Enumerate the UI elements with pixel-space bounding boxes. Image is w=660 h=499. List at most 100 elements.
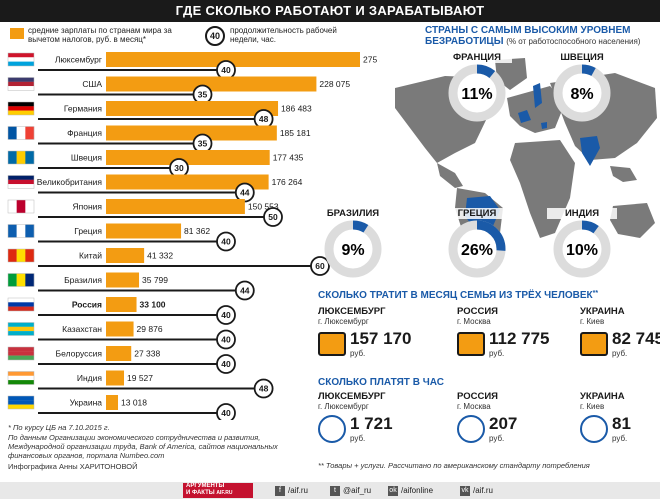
- spending-value-row: 157 170 руб.: [318, 329, 448, 358]
- hours-value-label: 44: [240, 286, 250, 296]
- hours-value-label: 40: [221, 408, 231, 418]
- twitter-icon: t: [330, 486, 340, 496]
- social-twitter[interactable]: t @aif_ru: [330, 486, 371, 496]
- donut-arc: [553, 220, 611, 278]
- salary-value-label: 185 181: [280, 128, 311, 138]
- category-label: Украина: [70, 398, 103, 408]
- donut-chart: 10%: [553, 220, 611, 278]
- rate-note: * По курсу ЦБ на 7.10.2015 г.: [8, 423, 110, 432]
- spending-item: УКРАИНА г. Киев 82 745 руб.: [580, 306, 660, 358]
- salary-value-label: 176 264: [272, 177, 303, 187]
- flag-stripe: [8, 326, 34, 332]
- flag-stripe: [8, 302, 34, 307]
- flag-stripe: [8, 351, 34, 356]
- flag-stripe: [8, 298, 34, 303]
- map-highlight-india: [580, 136, 600, 166]
- donut-arc: [448, 220, 506, 278]
- wallet-icon: [457, 331, 485, 356]
- flag-border: [7, 150, 35, 165]
- flag-stripe: [8, 355, 34, 360]
- flag-stripe: [8, 322, 34, 327]
- hourly-item: УКРАИНА г. Киев 81 руб.: [580, 391, 660, 443]
- salary-bar: [106, 395, 119, 410]
- unemployment-title: СТРАНЫ С САМЫМ ВЫСОКИМ УРОВНЕМ БЕЗРАБОТИ…: [425, 25, 655, 47]
- social-ok[interactable]: ok/aifonline: [388, 486, 433, 496]
- salary-bar: [106, 150, 270, 165]
- flag-stripe: [8, 347, 34, 352]
- flag-stripe: [8, 396, 34, 401]
- author-note: Инфографика Анны ХАРИТОНОВОЙ: [8, 462, 138, 471]
- flag-stripe: [16, 249, 26, 262]
- donut-value: 9%: [341, 242, 364, 259]
- flag-stripe: [8, 86, 34, 91]
- salary-bar: [106, 272, 140, 288]
- donut-arc: [324, 220, 382, 278]
- salary-value-label: 33 100: [140, 300, 166, 310]
- flag-border: [7, 224, 35, 238]
- category-label: Бразилия: [64, 275, 102, 285]
- spending-title-text: СКОЛЬКО ТРАТИТ В МЕСЯЦ СЕМЬЯ ИЗ ТРЁХ ЧЕЛ…: [318, 290, 593, 301]
- map-se-asia: [610, 166, 637, 182]
- flag-stripe: [25, 249, 35, 262]
- flag-stripe: [25, 151, 35, 164]
- hourly-city: г. Киев: [580, 402, 605, 411]
- vk-icon: vk: [460, 486, 470, 496]
- flag-stripe: [8, 175, 34, 180]
- spending-city: г. Люксембург: [318, 317, 369, 326]
- donut-value: 8%: [570, 86, 593, 103]
- salary-bar: [106, 125, 277, 141]
- odnoklassniki-icon: ok: [388, 486, 398, 496]
- unemployment-title-text: СТРАНЫ С САМЫМ ВЫСОКИМ УРОВНЕМ БЕЗРАБОТИ…: [425, 25, 631, 47]
- flag-border: [7, 175, 35, 189]
- flag-stripe: [8, 200, 17, 213]
- salary-value-label: 27 338: [134, 349, 160, 359]
- donut-country-label: БРАЗИЛИЯ: [318, 208, 388, 219]
- salary-bar: [106, 370, 125, 386]
- world-map: [395, 58, 657, 273]
- donut-3: ГРЕЦИЯ 26%: [442, 208, 512, 284]
- map-australia: [610, 203, 655, 238]
- page-title: ГДЕ СКОЛЬКО РАБОТАЮТ И ЗАРАБАТЫВАЮТ: [0, 0, 660, 22]
- flag-stripe: [8, 400, 34, 405]
- hourly-unit: руб.: [612, 434, 628, 443]
- hourly-title: СКОЛЬКО ПЛАТЯТ В ЧАС: [318, 377, 444, 388]
- spending-value: 112 775: [489, 329, 550, 348]
- social-vk[interactable]: vk/aif.ru: [460, 486, 493, 496]
- flag-border: [7, 248, 35, 263]
- aif-logo[interactable]: АРГУМЕНТЫ И ФАКТЫ AIF.RU: [183, 483, 253, 498]
- social-facebook[interactable]: f/aif.ru: [275, 486, 308, 496]
- category-label: Китай: [79, 251, 102, 261]
- salary-value-label: 19 527: [127, 373, 153, 383]
- map-highlight-france: [518, 110, 531, 123]
- goods-note: ** Товары + услуги. Рассчитано по америк…: [318, 461, 590, 470]
- flag-stripe: [25, 126, 35, 140]
- spending-city: г. Москва: [457, 317, 491, 326]
- donut-country-label: ШВЕЦИЯ: [547, 52, 617, 63]
- legend-hours-badge: 40: [205, 26, 225, 46]
- hourly-value: 1 721: [350, 414, 393, 433]
- hours-marker: [234, 280, 255, 301]
- salary-value-label: 275 330: [363, 55, 380, 65]
- salary-value-label: 81 362: [184, 226, 210, 236]
- flag-border: [7, 199, 35, 214]
- hourly-country: УКРАИНА: [580, 391, 625, 402]
- hourly-city: г. Москва: [457, 402, 491, 411]
- donut-chart: 8%: [553, 64, 611, 122]
- hours-value-label: 40: [221, 335, 231, 345]
- footer: АРГУМЕНТЫ И ФАКТЫ AIF.RU f/aif.ru t @aif_…: [0, 482, 660, 499]
- hourly-value-row: 207 руб.: [457, 414, 587, 443]
- wallet-icon: [318, 331, 346, 356]
- category-label: Германия: [64, 104, 103, 114]
- salary-bar: [106, 248, 145, 263]
- flag-stripe: [8, 61, 34, 66]
- hourly-item: РОССИЯ г. Москва 207 руб.: [457, 391, 587, 443]
- donut-country-label: ФРАНЦИЯ: [442, 52, 512, 63]
- flag-stripe: [16, 200, 26, 213]
- flag-border: [7, 101, 35, 116]
- donut-arc: [553, 64, 611, 122]
- spending-value: 82 745: [612, 329, 660, 348]
- legend-hours-text: продолжительность рабочей недели, час.: [230, 26, 337, 44]
- flag-stripe: [8, 151, 17, 164]
- salary-bar: [106, 52, 360, 67]
- flag-stripe: [8, 81, 34, 87]
